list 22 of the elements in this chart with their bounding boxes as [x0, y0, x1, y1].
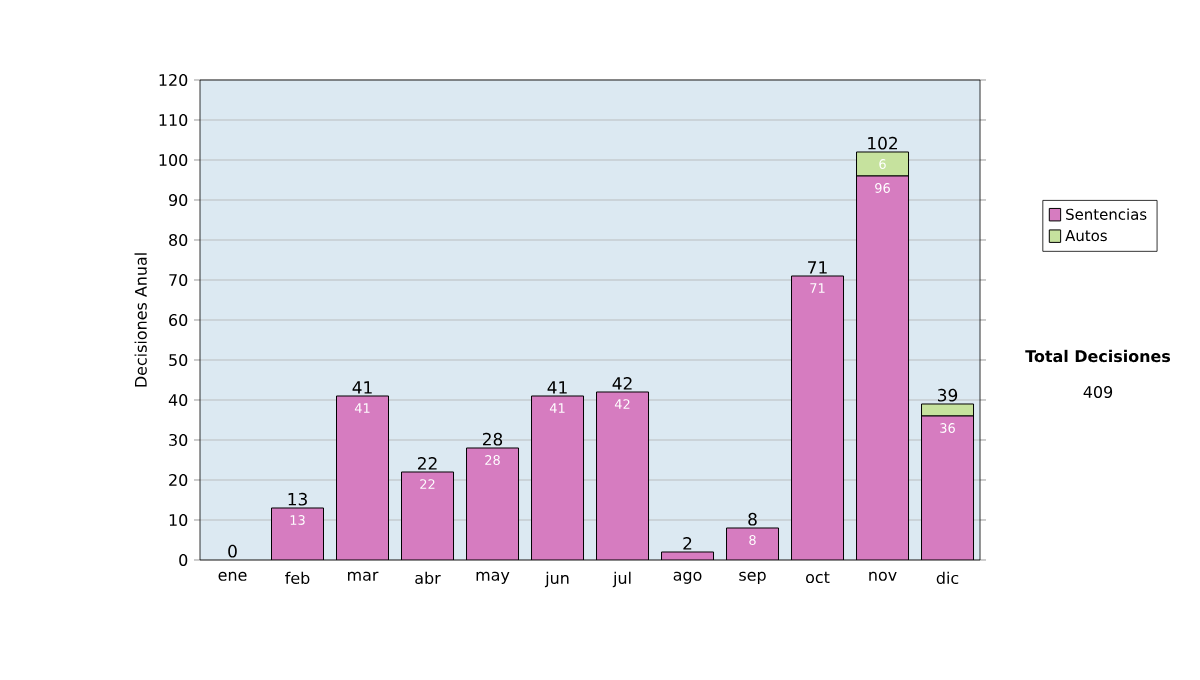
- total-label: 28: [482, 432, 503, 446]
- bar: [726, 528, 779, 560]
- total-label: 2: [683, 537, 692, 550]
- total-label: 41: [352, 381, 372, 394]
- total-label: 0: [228, 544, 237, 558]
- bar: [921, 415, 975, 560]
- total-label: 39: [938, 388, 958, 402]
- bar: [336, 396, 389, 560]
- total-label: 13: [288, 492, 307, 506]
- total-label: 8: [748, 512, 757, 526]
- total-label: 71: [808, 261, 827, 274]
- bar: [271, 508, 324, 560]
- bar: [401, 472, 454, 560]
- total-label: 42: [612, 377, 632, 390]
- bar: [531, 396, 584, 560]
- total-label: 41: [547, 381, 567, 394]
- bar: [466, 448, 519, 560]
- total-label: 22: [417, 457, 437, 470]
- bar: [856, 175, 909, 560]
- bar: [791, 275, 844, 560]
- total-label: 102: [868, 136, 897, 150]
- bar: [596, 392, 649, 560]
